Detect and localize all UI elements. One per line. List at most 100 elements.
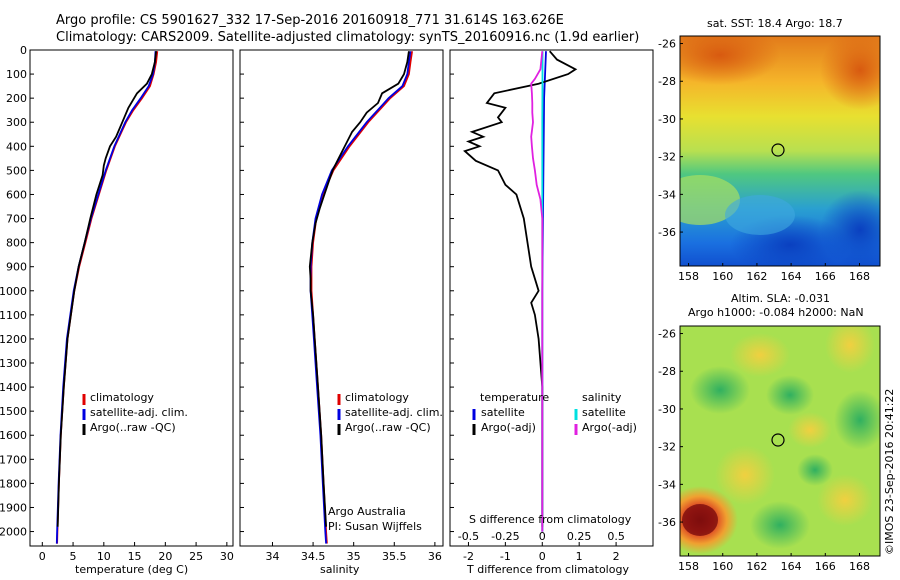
depth-tick-label: 400 <box>6 140 27 153</box>
sal-annotation-line2: PI: Susan Wijffels <box>328 520 422 533</box>
x-tick-label: 25 <box>189 550 203 563</box>
temperature-profile-chart: 0 5 10 15 20 25 30 <box>39 51 234 563</box>
x-tick-label-top: 0 <box>539 530 546 543</box>
depth-tick-label: 0 <box>20 44 27 57</box>
x-tick-label: 20 <box>158 550 172 563</box>
sla-map <box>680 326 880 556</box>
sla-map-title-line2: Argo h1000: -0.084 h2000: NaN <box>688 306 864 319</box>
x-tick-label: 0 <box>39 550 46 563</box>
x-tick-label: -1 <box>500 550 511 563</box>
sst-argo-marker <box>771 143 785 157</box>
series-line <box>530 51 544 532</box>
temperature-xlabel: temperature (deg C) <box>75 563 189 576</box>
map-y-tick-label: -32 <box>658 151 676 164</box>
map-x-tick-label: 162 <box>746 560 767 573</box>
x-tick-label-top: -0.5 <box>458 530 479 543</box>
depth-tick-label: 800 <box>6 237 27 250</box>
map-y-tick-label: -34 <box>658 478 676 491</box>
depth-tick-label: 1700 <box>0 453 27 466</box>
salinity-profile-chart: 34 34.5 35 35.5 36 <box>265 51 442 563</box>
imos-credit: ©IMOS 23-Sep-2016 20:41:22 <box>883 388 896 555</box>
temp-legend-climatology: climatology <box>90 391 154 404</box>
series-line <box>463 50 578 527</box>
x-tick-label: 2 <box>613 550 620 563</box>
x-tick-label-top: 0.25 <box>567 530 592 543</box>
temperature-panel-frame <box>29 49 234 547</box>
map-y-tick-label: -34 <box>658 188 676 201</box>
depth-tick-label: 600 <box>6 188 27 201</box>
header-line-1: Argo profile: CS 5901627_332 17-Sep-2016… <box>56 13 564 28</box>
x-tick-label-top: -0.25 <box>491 530 519 543</box>
map-y-tick-label: -28 <box>658 365 676 378</box>
series-line <box>309 51 412 544</box>
x-tick-label: 30 <box>220 550 234 563</box>
sst-map-title: sat. SST: 18.4 Argo: 18.7 <box>707 17 843 30</box>
map-y-tick-label: -36 <box>658 226 676 239</box>
depth-tick-label: 1000 <box>0 285 27 298</box>
sla-map-frame <box>679 325 881 557</box>
depth-axis: 0 100 200 300 400 500 600 700 800 900 1000 1100 1200… <box>0 44 454 539</box>
series-line <box>55 51 157 544</box>
map-x-tick-label: 164 <box>781 560 802 573</box>
map-x-tick-label: 160 <box>712 560 733 573</box>
map-x-tick-label: 166 <box>815 560 836 573</box>
diff-legend-sal-satellite: satellite <box>582 406 626 419</box>
map-y-tick-label: -32 <box>658 441 676 454</box>
x-tick-label-top: 0.5 <box>607 530 625 543</box>
map-y-tick-label: -26 <box>658 328 676 341</box>
map-x-tick-label: 164 <box>781 270 802 283</box>
x-tick-label: 0 <box>539 550 546 563</box>
sal-legend-satellite: satellite-adj. clim. <box>345 406 443 419</box>
depth-tick-label: 1400 <box>0 381 27 394</box>
map-y-tick-label: -30 <box>658 113 676 126</box>
map-x-tick-label: 162 <box>746 270 767 283</box>
sal-annotation-line1: Argo Australia <box>328 505 406 518</box>
series-line <box>308 51 410 527</box>
diff-legend-salinity-title: salinity <box>582 391 622 404</box>
salinity-panel-frame <box>239 49 444 547</box>
difference-panel-frame <box>449 49 654 547</box>
x-tick-label: 36 <box>428 550 442 563</box>
depth-tick-label: 500 <box>6 164 27 177</box>
depth-tick-label: 1900 <box>0 501 27 514</box>
x-tick-label: 5 <box>70 550 77 563</box>
salinity-xlabel: salinity <box>320 563 360 576</box>
sla-map-title-line1: Altim. SLA: -0.031 <box>731 292 831 305</box>
map-x-tick-label: 168 <box>849 560 870 573</box>
series-line <box>56 51 157 527</box>
depth-tick-label: 1200 <box>0 333 27 346</box>
sal-legend-argo: Argo(..raw -QC) <box>345 421 431 434</box>
x-tick-label: -2 <box>463 550 474 563</box>
difference-xlabel-top: S difference from climatology <box>469 513 632 526</box>
depth-tick-label: 1800 <box>0 477 27 490</box>
depth-tick-label: 100 <box>6 68 27 81</box>
map-y-tick-label: -30 <box>658 403 676 416</box>
sal-legend-climatology: climatology <box>345 391 409 404</box>
x-tick-label: 15 <box>128 550 142 563</box>
map-y-tick-label: -26 <box>658 38 676 51</box>
x-tick-label: 1 <box>576 550 583 563</box>
map-y-tick-label: -28 <box>658 75 676 88</box>
diff-legend-temp-satellite: satellite <box>481 406 525 419</box>
depth-tick-label: 700 <box>6 213 27 226</box>
depth-tick-label: 1500 <box>0 405 27 418</box>
depth-tick-label: 200 <box>6 92 27 105</box>
x-tick-label: 35 <box>347 550 361 563</box>
x-tick-label: 34.5 <box>301 550 326 563</box>
map-y-tick-label: -36 <box>658 516 676 529</box>
depth-tick-label: 1100 <box>0 309 27 322</box>
temp-legend-argo: Argo(..raw -QC) <box>90 421 176 434</box>
diff-legend-temp-argo: Argo(-adj) <box>481 421 536 434</box>
header-line-2: Climatology: CARS2009. Satellite-adjuste… <box>56 30 640 45</box>
x-tick-label: 10 <box>97 550 111 563</box>
map-x-tick-label: 168 <box>849 270 870 283</box>
diff-legend-temperature-title: temperature <box>480 391 550 404</box>
depth-tick-label: 900 <box>6 261 27 274</box>
depth-tick-label: 2000 <box>0 526 27 539</box>
x-tick-label: 34 <box>265 550 279 563</box>
diff-legend-sal-argo: Argo(-adj) <box>582 421 637 434</box>
depth-tick-label: 1300 <box>0 357 27 370</box>
x-tick-label: 35.5 <box>382 550 407 563</box>
map-x-tick-label: 160 <box>712 270 733 283</box>
